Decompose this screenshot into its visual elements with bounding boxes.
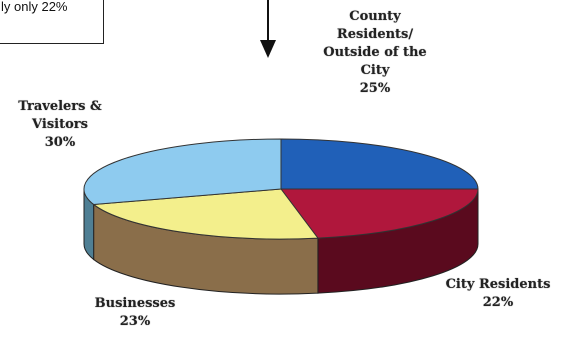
label-city-residents: City Residents 22% [428, 276, 561, 312]
label-county-residents: County Residents/ Outside of the City 25… [300, 8, 450, 98]
label-county-line-3: Outside of the [323, 45, 427, 60]
label-travelers-line-2: Visitors [32, 117, 88, 132]
callout-box: ly only 22% [0, 0, 104, 44]
pie-slice-county-residents [280, 138, 479, 190]
label-county-pct: 25% [359, 81, 391, 96]
label-businesses: Businesses 23% [80, 295, 190, 331]
pie-slice-travelers-visitors [83, 138, 282, 205]
label-travelers-line-1: Travelers & [18, 99, 102, 114]
label-businesses-pct: 23% [119, 314, 151, 329]
callout-text: ly only 22% [1, 0, 68, 14]
label-travelers-pct: 30% [44, 135, 76, 150]
label-city-pct: 22% [482, 295, 514, 310]
label-businesses-line-1: Businesses [94, 296, 176, 311]
label-travelers-visitors: Travelers & Visitors 30% [0, 98, 120, 152]
label-county-line-1: County [349, 9, 401, 24]
label-city-line-1: City Residents [445, 277, 551, 292]
pie-slice-businesses [92, 188, 319, 240]
label-county-line-2: Residents/ [336, 27, 414, 42]
pie-slice-city-residents [279, 188, 479, 239]
label-county-line-4: City [360, 63, 390, 78]
arrow-icon [260, 0, 276, 58]
